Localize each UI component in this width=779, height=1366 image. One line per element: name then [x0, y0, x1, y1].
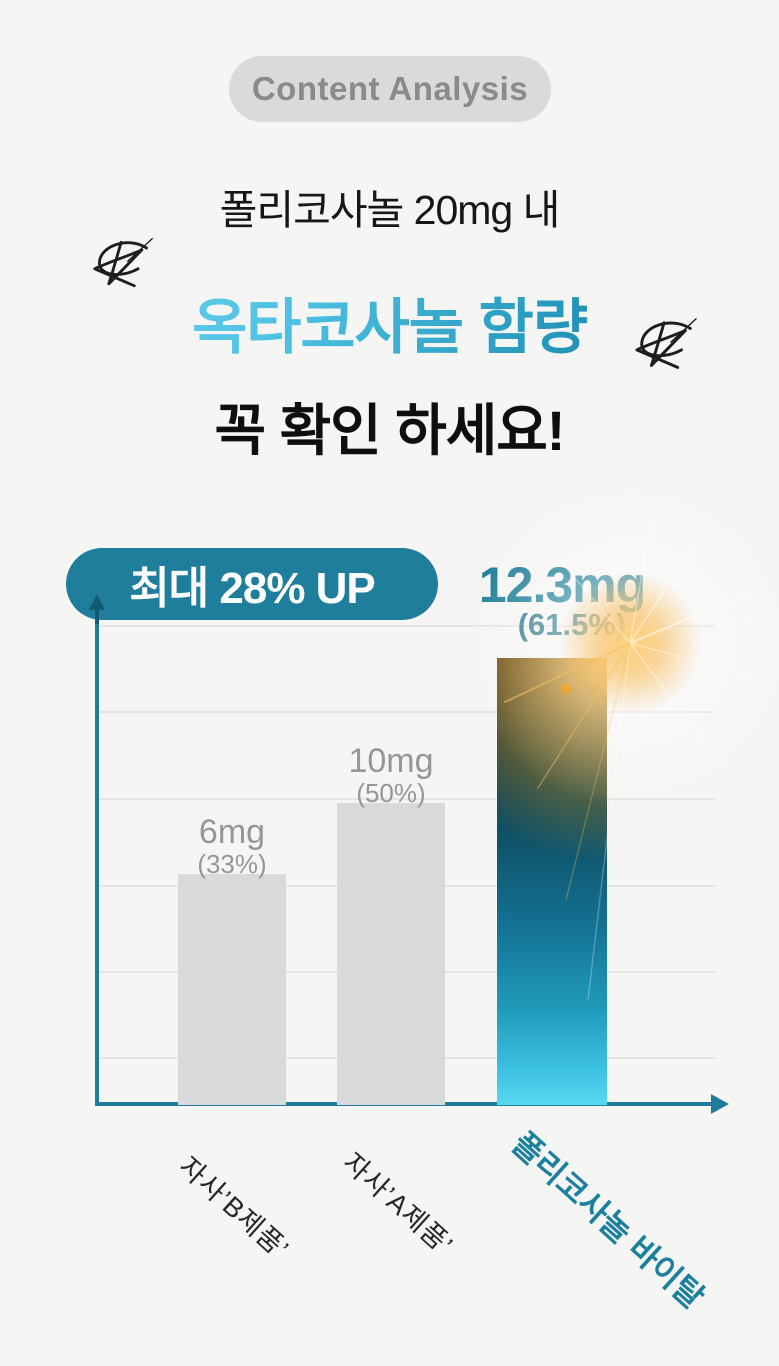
percent-label: (50%)	[356, 778, 426, 808]
bar-product-b	[178, 874, 286, 1105]
headline-line2: 옥타코사놀 함량	[0, 279, 779, 366]
value-label: 6mg	[198, 813, 266, 851]
bar-label-product-a: 10mg (50%)	[327, 744, 455, 806]
star-doodle-icon	[90, 234, 156, 296]
flare-corner-glow	[497, 658, 607, 1105]
gridline	[99, 711, 715, 713]
y-axis	[95, 602, 99, 1105]
bar-highlight-vital	[497, 658, 607, 1105]
percent-label: (33%)	[197, 849, 267, 879]
arrow-right-icon	[711, 1094, 729, 1114]
max-up-label: 최대 28% UP	[129, 564, 376, 613]
content-analysis-badge: Content Analysis	[229, 56, 551, 122]
highlight-value-label: 12.3mg	[478, 557, 646, 613]
category-label-vital: 폴리코사놀 바이탈	[505, 1125, 711, 1316]
content-analysis-label: Content Analysis	[251, 70, 529, 107]
category-label-product-a: 자사’A제품’	[337, 1147, 459, 1261]
gridline	[99, 625, 715, 627]
value-label: 10mg	[348, 742, 434, 780]
max-up-callout: 최대 28% UP	[66, 548, 438, 620]
headline-line1: 폴리코사놀 20mg 내	[219, 187, 561, 233]
y-axis-arrow-stub	[95, 606, 99, 624]
gridline	[99, 798, 715, 800]
star-doodle-icon	[632, 314, 700, 378]
highlight-percent-label: (61.5%)	[517, 607, 627, 642]
headline-line3: 꼭 확인 하세요!	[214, 399, 566, 462]
bar-product-a	[337, 803, 445, 1105]
arrow-up-icon	[89, 594, 105, 610]
category-label-product-b: 자사’B제품’	[173, 1151, 295, 1265]
bar-label-product-b: 6mg (33%)	[168, 815, 296, 877]
